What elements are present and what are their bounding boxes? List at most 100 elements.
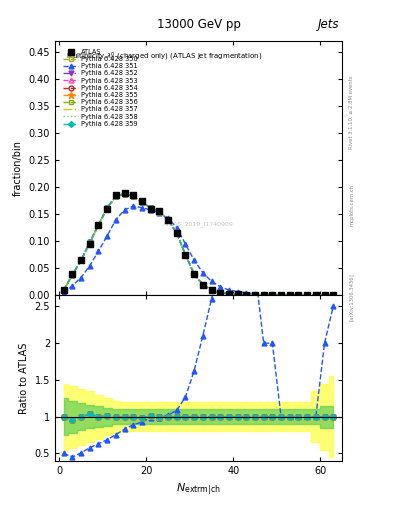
Line: Pythia 6.428 358: Pythia 6.428 358 [64,194,333,295]
Pythia 6.428 353 [296,292,301,298]
Pythia 6.428 358 [314,292,318,298]
Pythia 6.428 352 [79,257,83,263]
Pythia 6.428 354 [148,205,153,211]
Pythia 6.428 351 [114,217,118,223]
Pythia 6.428 358 [305,292,310,298]
Pythia 6.428 357 [122,190,127,197]
Pythia 6.428 353 [261,292,266,298]
Pythia 6.428 351 [218,284,222,290]
Pythia 6.428 350 [114,193,118,199]
Pythia 6.428 357 [261,292,266,298]
Pythia 6.428 356 [61,287,66,293]
Pythia 6.428 357 [226,291,231,297]
ATLAS [148,206,153,212]
Pythia 6.428 357 [253,292,257,298]
Pythia 6.428 354 [166,217,171,223]
Pythia 6.428 356 [192,271,196,277]
Pythia 6.428 352 [70,272,75,278]
Pythia 6.428 354 [96,222,101,228]
Pythia 6.428 353 [314,292,318,298]
Pythia 6.428 350 [218,290,222,296]
Pythia 6.428 359 [166,217,171,223]
Pythia 6.428 354 [218,290,222,296]
Pythia 6.428 353 [200,282,205,288]
Pythia 6.428 355 [322,292,327,298]
Pythia 6.428 357 [114,193,118,199]
Pythia 6.428 352 [331,292,336,298]
Pythia 6.428 353 [253,292,257,298]
Pythia 6.428 352 [253,292,257,298]
Pythia 6.428 353 [287,292,292,298]
Pythia 6.428 351 [122,207,127,213]
Pythia 6.428 350 [209,287,214,293]
Pythia 6.428 351 [226,287,231,293]
Pythia 6.428 358 [209,287,214,293]
Pythia 6.428 353 [70,272,75,278]
Pythia 6.428 350 [287,292,292,298]
ATLAS [79,257,83,263]
Pythia 6.428 356 [322,292,327,298]
Pythia 6.428 353 [331,292,336,298]
Pythia 6.428 355 [305,292,310,298]
Pythia 6.428 351 [79,274,83,281]
Pythia 6.428 359 [305,292,310,298]
Pythia 6.428 356 [226,291,231,297]
Pythia 6.428 352 [218,290,222,296]
Pythia 6.428 357 [200,282,205,288]
Pythia 6.428 354 [287,292,292,298]
Pythia 6.428 352 [244,292,249,298]
Pythia 6.428 356 [183,252,188,258]
Pythia 6.428 350 [322,292,327,298]
Pythia 6.428 356 [122,190,127,197]
Pythia 6.428 356 [279,292,283,298]
Pythia 6.428 358 [61,287,66,293]
Pythia 6.428 350 [244,292,249,298]
Pythia 6.428 354 [235,291,240,297]
Pythia 6.428 356 [157,209,162,215]
Pythia 6.428 358 [218,290,222,296]
Pythia 6.428 351 [140,205,144,211]
Pythia 6.428 357 [61,287,66,293]
Pythia 6.428 352 [322,292,327,298]
Pythia 6.428 356 [114,193,118,199]
Pythia 6.428 354 [87,239,92,245]
Line: Pythia 6.428 355: Pythia 6.428 355 [61,190,336,298]
Pythia 6.428 352 [148,205,153,211]
Pythia 6.428 358 [174,230,179,236]
Pythia 6.428 353 [209,287,214,293]
Pythia 6.428 357 [148,205,153,211]
Pythia 6.428 359 [322,292,327,298]
Line: Pythia 6.428 351: Pythia 6.428 351 [61,204,336,297]
Pythia 6.428 356 [261,292,266,298]
ATLAS [192,271,196,277]
ATLAS [96,222,101,228]
Pythia 6.428 357 [79,257,83,263]
Pythia 6.428 350 [174,230,179,236]
ATLAS [331,292,336,298]
Pythia 6.428 357 [287,292,292,298]
Pythia 6.428 356 [200,282,205,288]
Pythia 6.428 352 [140,199,144,205]
Pythia 6.428 358 [166,217,171,223]
Pythia 6.428 358 [296,292,301,298]
Pythia 6.428 351 [96,248,101,254]
Pythia 6.428 357 [296,292,301,298]
Pythia 6.428 351 [314,292,318,298]
Pythia 6.428 351 [287,292,292,298]
Pythia 6.428 356 [314,292,318,298]
Pythia 6.428 358 [235,291,240,297]
Pythia 6.428 352 [235,291,240,297]
Pythia 6.428 357 [322,292,327,298]
ATLAS [209,287,214,293]
Pythia 6.428 359 [253,292,257,298]
Pythia 6.428 350 [70,272,75,278]
Pythia 6.428 355 [122,190,127,197]
Pythia 6.428 354 [183,252,188,258]
Pythia 6.428 355 [226,291,231,297]
Pythia 6.428 357 [270,292,275,298]
Pythia 6.428 356 [131,193,136,199]
Pythia 6.428 358 [114,193,118,199]
Pythia 6.428 350 [235,291,240,297]
Text: mcplots.cern.ch: mcplots.cern.ch [349,184,354,226]
Pythia 6.428 354 [279,292,283,298]
